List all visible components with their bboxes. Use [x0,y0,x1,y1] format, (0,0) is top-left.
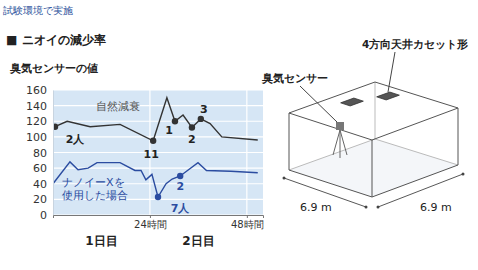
series-label: 自然減衰 [96,100,140,113]
room-diagram: 臭気センサー 4方向天井カセット形 6.9 m 6.9 m [261,38,468,214]
y-tick-label: 140 [26,100,47,113]
x-tick: 48時間 [231,215,264,230]
annotation-dot [198,116,204,122]
y-tick-label: 0 [40,209,47,222]
room-edge [458,108,459,165]
annotation-dot [155,194,161,200]
leader-line [388,52,395,92]
room-edge [372,140,373,197]
room-edge [372,108,458,140]
y-tick: 0 [40,209,53,222]
depth-label: 6.9 m [420,201,452,214]
x-group-label: 2日目 [182,234,214,248]
y-tick-label: 20 [33,193,47,206]
x-tick: 24時間 [134,215,167,230]
annotation-label: 2人 [66,133,86,146]
y-tick: 100 [26,131,53,144]
annotation-label: 3 [200,103,208,116]
dimension-end [462,173,465,176]
room-edge [289,113,290,170]
y-tick-label: 100 [26,131,47,144]
annotation-dot [177,173,183,179]
y-tick: 140 [26,100,53,113]
sensor-head [336,122,344,130]
y-tick-label: 160 [26,84,47,97]
y-tick-label: 80 [33,147,47,160]
grid [53,90,263,215]
annotation-label: 11 [143,148,158,161]
room-edge [289,82,375,113]
x-tick-label: 24時間 [134,219,167,230]
grid-line [53,105,263,106]
y-tick: 40 [33,178,53,191]
ceiling-unit [341,98,364,106]
unit-label: 4方向天井カセット形 [362,38,468,50]
annotation-label: 1 [165,124,173,137]
series-label-line: 使用した場合 [62,189,128,202]
dimension-end [365,206,368,209]
sensor-leg [333,130,340,155]
series-label: ナノイーXを使用した場合 [62,176,128,202]
y-tick-label: 40 [33,178,47,191]
annotation-dot [189,124,195,130]
leader-line [300,86,337,122]
dimension-end [283,177,286,180]
grid-line [246,90,247,215]
annotation-label: 7人 [171,202,191,215]
grid-line [53,89,263,90]
grid-line [53,121,263,122]
y-tick: 160 [26,84,53,97]
canvas: 試験環境で実施■ ニオイの減少率臭気センサーの値2人111237人2自然減衰ナノ… [0,0,478,270]
annotation-label: 2 [176,180,184,193]
series-line [55,98,258,141]
plot-marks [53,98,258,200]
sensor-leg [340,130,341,158]
room-hidden-edge [375,82,376,139]
y-tick: 60 [33,162,53,175]
y-tick: 120 [26,115,53,128]
series-label-line: 自然減衰 [96,100,140,113]
y-tick: 80 [33,147,53,160]
y-tick: 20 [33,193,53,206]
width-label: 6.9 m [300,201,332,214]
room-edge [289,113,372,140]
series-label-line: ナノイーXを [62,176,125,189]
x-axis: 24時間 48時間 [54,215,264,230]
y-axis-line [53,91,54,216]
y-axis: 0 20 40 60 80 100 120 140 160 [26,84,54,222]
title: ■ ニオイの減少率 [6,33,106,47]
dimension-end [377,206,380,209]
x-axis-line [54,216,264,219]
x-group-label: 1日目 [85,234,117,248]
ceiling-unit [377,92,400,100]
sensor-leg [340,130,347,155]
note: 試験環境で実施 [3,5,73,16]
x-tick-label: 48時間 [231,219,264,230]
annotation-label: 2 [188,133,196,146]
y-tick-label: 120 [26,115,47,128]
room-hidden-edge [375,139,458,165]
y-axis-label: 臭気センサーの値 [9,62,98,75]
room-hidden-edge [289,139,375,170]
x-tick-mark [150,215,151,218]
x-tick-mark [247,215,248,218]
annotation-dot [150,138,156,144]
y-tick-label: 60 [33,162,47,175]
room-edge [375,82,458,108]
sensor-label: 臭気センサー [261,72,328,85]
room-edge [289,170,372,197]
plot-background [53,90,263,215]
